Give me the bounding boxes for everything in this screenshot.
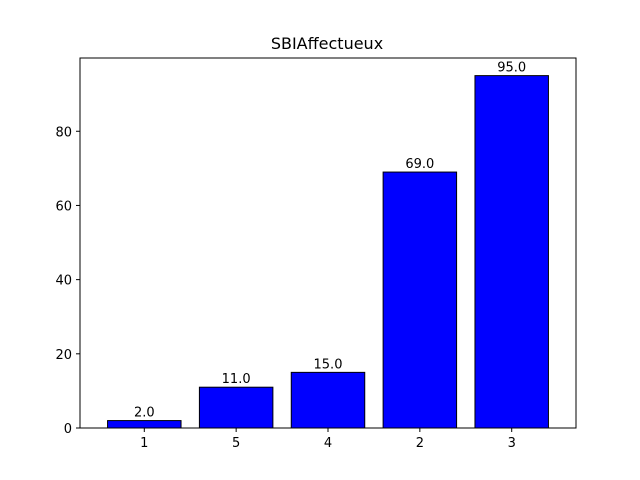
x-tick-label: 4 <box>324 436 332 451</box>
y-tick-label: 20 <box>55 348 72 363</box>
data-label-2: 69.0 <box>405 157 434 172</box>
chart-title: SBIAffectueux <box>271 34 383 53</box>
bar-4 <box>290 371 366 429</box>
y-tick-label: 60 <box>55 199 72 214</box>
y-axis: 0 20 40 60 80 <box>55 125 80 437</box>
data-labels-group: 2.0 11.0 15.0 69.0 95.0 <box>134 61 526 421</box>
data-label-4: 15.0 <box>314 357 343 372</box>
y-tick-label: 40 <box>55 274 72 289</box>
bar-1 <box>107 420 182 429</box>
y-tick-label: 0 <box>64 422 72 437</box>
x-tick-label: 3 <box>508 436 516 451</box>
data-label-1: 2.0 <box>134 406 155 421</box>
bar-3 <box>474 75 549 429</box>
bar-5 <box>198 386 274 429</box>
x-tick-label: 5 <box>232 436 240 451</box>
plot-frame <box>79 57 577 429</box>
data-label-5: 11.0 <box>222 372 251 387</box>
y-tick-label: 80 <box>55 125 72 140</box>
bar-2 <box>382 171 458 429</box>
x-axis: 1 5 4 2 3 <box>140 428 516 451</box>
bars-group <box>107 75 549 429</box>
data-label-3: 95.0 <box>497 61 526 76</box>
x-tick-label: 2 <box>416 436 424 451</box>
x-tick-label: 1 <box>140 436 148 451</box>
